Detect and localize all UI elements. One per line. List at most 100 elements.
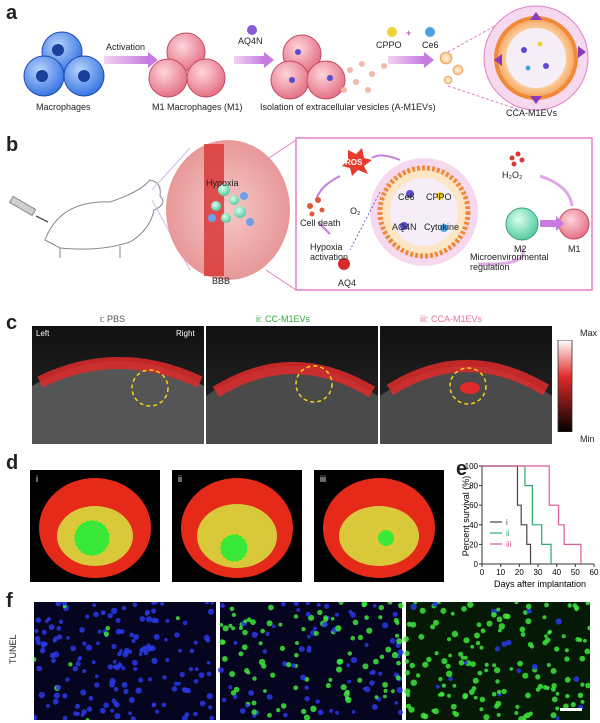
m1-cell-b (558, 208, 590, 240)
tunel-images (34, 602, 590, 720)
nucleus (87, 706, 93, 712)
nucleus (304, 685, 309, 690)
nucleus (477, 670, 483, 676)
nucleus (99, 707, 106, 714)
nucleus (301, 708, 307, 715)
nucleus (409, 662, 415, 669)
nucleus (567, 603, 572, 608)
nucleus (461, 606, 467, 612)
label-aq4n-b: AQ4N (392, 222, 417, 232)
nucleus (340, 684, 347, 691)
nucleus (251, 709, 257, 715)
colorbar (557, 340, 573, 432)
nucleus (446, 670, 453, 677)
nucleus (403, 636, 409, 642)
nucleus (171, 686, 178, 692)
nucleus (34, 629, 39, 633)
nucleus (117, 662, 123, 668)
nucleus (132, 659, 138, 666)
x-tick-label: 40 (552, 568, 561, 577)
scale-bar (560, 708, 582, 711)
nucleus (206, 660, 211, 665)
nucleus (501, 688, 507, 695)
title-pbs: i: PBS (100, 314, 126, 324)
nucleus (419, 607, 426, 614)
nucleus (492, 663, 497, 668)
nucleus (480, 628, 486, 634)
nucleus (554, 646, 560, 652)
nucleus (56, 634, 63, 640)
nucleus (491, 612, 497, 618)
nucleus (267, 712, 272, 718)
nucleus (495, 679, 500, 684)
nucleus (100, 610, 106, 616)
nucleus (250, 619, 256, 625)
nucleus (46, 704, 50, 708)
nucleus (222, 625, 229, 632)
title-cc-m1evs: ii: CC-M1EVs (256, 314, 311, 324)
nucleus (82, 669, 87, 674)
nucleus (385, 646, 392, 653)
nucleus (410, 621, 417, 628)
nucleus (550, 668, 557, 674)
nucleus (222, 697, 227, 703)
nucleus (162, 675, 167, 680)
nucleus (160, 602, 165, 606)
nucleus (441, 658, 448, 665)
nucleus (111, 643, 117, 650)
nucleus (495, 646, 500, 652)
nucleus (49, 652, 56, 659)
nucleus (542, 685, 548, 690)
nucleus (418, 633, 425, 640)
nucleus (329, 708, 334, 713)
nucleus (121, 605, 127, 611)
nucleus (542, 615, 547, 620)
nucleus (415, 673, 421, 678)
nucleus (426, 656, 432, 663)
nucleus (34, 657, 37, 662)
nucleus (239, 708, 246, 714)
nucleus (579, 655, 586, 662)
y-tick-label: 40 (469, 521, 478, 530)
nucleus (241, 644, 248, 651)
nucleus (575, 637, 581, 642)
macrophage-cells (23, 31, 105, 97)
nucleus (307, 634, 311, 639)
nucleus (584, 648, 590, 655)
nucleus (203, 634, 210, 641)
nucleus (52, 698, 59, 705)
nucleus (451, 630, 459, 638)
nucleus (491, 691, 497, 697)
nucleus (473, 695, 478, 700)
nucleus (486, 620, 493, 627)
nucleus (483, 714, 490, 720)
nucleus (413, 602, 418, 605)
nucleus (206, 671, 212, 677)
nucleus (479, 645, 484, 650)
nucleus (229, 606, 235, 612)
nucleus (467, 602, 474, 608)
nucleus (61, 602, 68, 606)
nucleus (547, 631, 551, 635)
nucleus (112, 659, 117, 664)
nucleus (580, 682, 585, 687)
nucleus (484, 662, 489, 667)
nucleus (406, 703, 411, 709)
label-isolation: Isolation of extracellular vesicles (A-M… (260, 102, 436, 112)
nucleus (35, 640, 42, 646)
label-ros: ROS (345, 158, 363, 167)
nucleus (525, 692, 531, 699)
nucleus (363, 686, 367, 691)
nucleus (265, 631, 270, 637)
nucleus (391, 689, 395, 694)
nucleus (387, 602, 393, 605)
nucleus (221, 640, 226, 645)
panel-a-label: a (6, 2, 18, 24)
nucleus (281, 602, 286, 607)
nucleus (551, 696, 558, 703)
nucleus (131, 639, 136, 643)
nucleus (117, 651, 122, 657)
nucleus (175, 616, 180, 621)
nucleus (266, 620, 273, 627)
colorbar-max: Max (580, 328, 598, 338)
